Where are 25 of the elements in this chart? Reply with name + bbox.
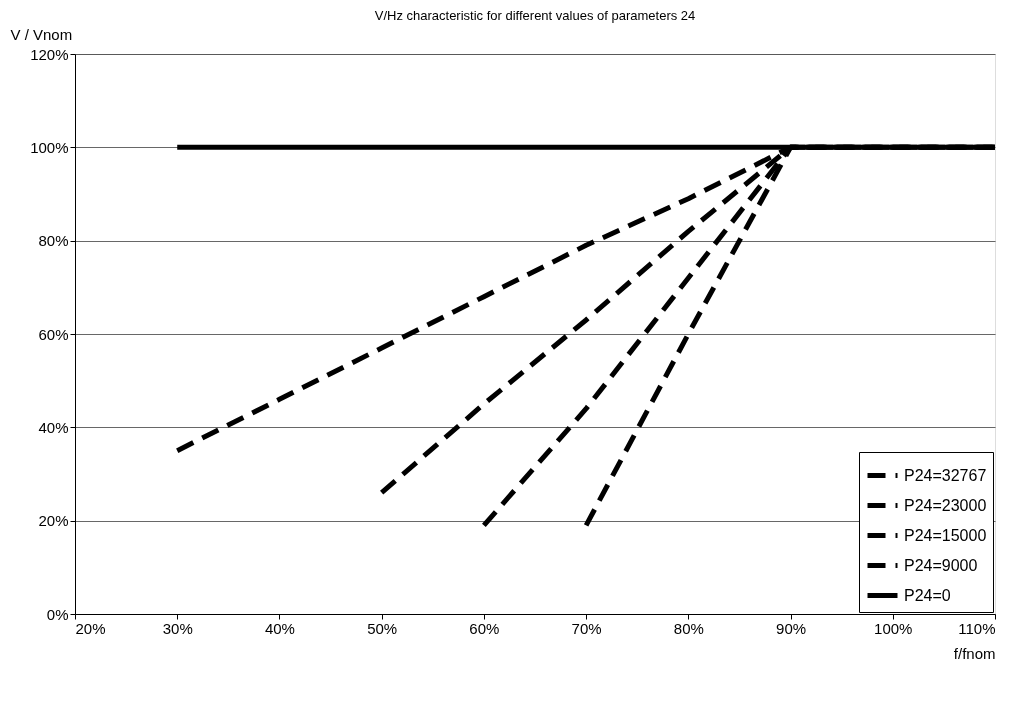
y-axis-title: V / Vnom bbox=[10, 25, 73, 43]
chart-title: V/Hz characteristic for different values of parameters 24 bbox=[374, 8, 696, 23]
y-tick-label: 100% bbox=[30, 138, 69, 156]
x-tick-label: 90% bbox=[776, 619, 807, 637]
x-tick-label: 110% bbox=[958, 619, 996, 637]
x-tick-label: 30% bbox=[162, 619, 193, 637]
x-tick-label: 40% bbox=[264, 619, 295, 637]
x-tick-label: 80% bbox=[673, 619, 704, 637]
x-tick-label: 60% bbox=[469, 619, 500, 637]
x-tick-label: 20% bbox=[75, 619, 106, 637]
y-tick-label: 0% bbox=[46, 605, 69, 623]
x-tick-label: 70% bbox=[571, 619, 602, 637]
legend-label: P24=9000 bbox=[904, 556, 978, 574]
legend-label: P24=32767 bbox=[904, 466, 987, 484]
y-tick-label: 20% bbox=[38, 512, 69, 530]
x-tick-label: 100% bbox=[874, 619, 913, 637]
legend-label: P24=23000 bbox=[904, 496, 987, 514]
x-tick-label: 50% bbox=[367, 619, 398, 637]
y-tick-label: 80% bbox=[38, 232, 69, 250]
legend-label: P24=0 bbox=[904, 586, 951, 604]
y-tick-label: 40% bbox=[38, 418, 69, 436]
y-tick-label: 120% bbox=[30, 45, 69, 63]
x-axis-title: f/fnom bbox=[953, 644, 996, 662]
y-tick-label: 60% bbox=[38, 325, 69, 343]
legend-label: P24=15000 bbox=[904, 526, 987, 544]
